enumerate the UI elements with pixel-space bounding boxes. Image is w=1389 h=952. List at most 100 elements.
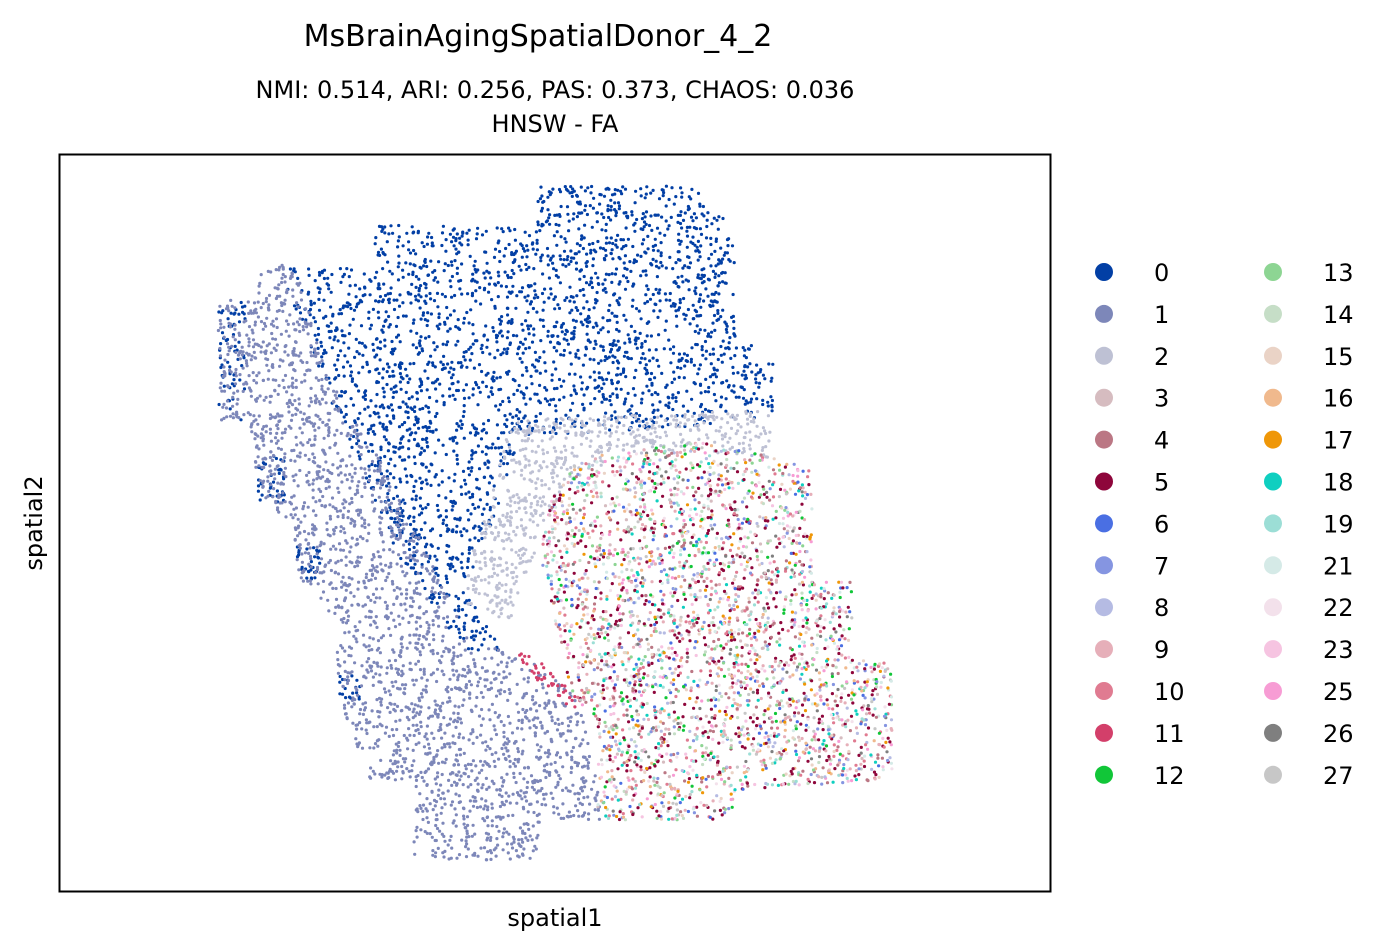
cluster-0-point xyxy=(621,238,626,242)
cluster-1-point xyxy=(230,344,234,348)
cluster-0-point xyxy=(421,311,426,315)
cluster-0-point xyxy=(344,696,348,700)
cluster-0-point xyxy=(464,383,468,387)
cluster-1-point xyxy=(517,855,521,859)
cluster-1-point xyxy=(233,338,237,342)
cluster-1-point xyxy=(462,689,466,694)
cluster-1-point xyxy=(473,796,477,800)
cluster-0-point xyxy=(313,555,317,559)
cluster-0-point xyxy=(563,332,567,336)
cluster-0-point xyxy=(696,191,701,195)
cluster-0-point xyxy=(477,539,481,543)
cluster-1-point xyxy=(532,724,536,728)
cluster-1-point xyxy=(569,765,574,770)
cluster-1-point xyxy=(281,491,285,495)
cluster-0-point xyxy=(385,469,389,473)
cluster-1-point xyxy=(280,303,284,308)
cluster-1-point xyxy=(359,555,363,559)
cluster-0-point xyxy=(576,348,580,352)
cluster-0-point xyxy=(623,350,628,354)
cluster-0-point xyxy=(628,260,632,264)
cluster-1-point xyxy=(270,364,274,368)
cluster-0-point xyxy=(703,390,708,394)
cluster-0-point xyxy=(722,352,726,356)
cluster-0-point xyxy=(477,386,481,390)
cluster-1-point xyxy=(374,672,378,676)
cluster-0-point xyxy=(488,352,492,356)
cluster-1-point xyxy=(352,702,356,706)
cluster-0-point xyxy=(475,615,479,619)
cluster-1-point xyxy=(290,449,294,453)
cluster-0-point xyxy=(618,296,622,300)
cluster-0-point xyxy=(700,268,704,272)
cluster-1-point xyxy=(397,498,401,503)
cluster-1-point xyxy=(308,554,313,558)
cluster-1-point xyxy=(339,558,343,562)
cluster-0-point xyxy=(334,368,339,372)
cluster-1-point xyxy=(473,853,477,857)
cluster-0-point xyxy=(667,224,671,228)
cluster-1-point xyxy=(335,390,339,394)
cluster-1-point xyxy=(434,851,438,855)
cluster-0-point xyxy=(317,549,321,553)
cluster-1-point xyxy=(425,797,429,801)
cluster-1-point xyxy=(518,771,522,776)
cluster-0-point xyxy=(743,402,747,406)
cluster-0-point xyxy=(709,362,713,366)
cluster-0-point xyxy=(644,273,648,277)
cluster-0-point xyxy=(361,353,365,357)
cluster-0-point xyxy=(558,254,562,258)
cluster-1-point xyxy=(341,620,345,624)
cluster-1-point xyxy=(516,750,521,754)
cluster-1-point xyxy=(283,500,287,504)
cluster-0-point xyxy=(577,250,581,254)
cluster-1-point xyxy=(480,666,484,670)
cluster-0-point xyxy=(396,245,400,249)
cluster-0-point xyxy=(574,267,579,271)
cluster-0-point xyxy=(578,277,582,281)
cluster-0-point xyxy=(486,492,490,496)
cluster-1-point xyxy=(277,268,281,272)
cluster-0-point xyxy=(411,270,415,274)
cluster-0-point xyxy=(570,308,574,312)
cluster-0-point xyxy=(713,275,717,279)
cluster-1-point xyxy=(586,741,590,746)
cluster-0-point xyxy=(371,342,375,346)
cluster-1-point xyxy=(291,385,295,389)
cluster-0-point xyxy=(407,447,411,451)
cluster-0-point xyxy=(424,294,428,298)
cluster-1-point xyxy=(412,840,416,844)
cluster-0-point xyxy=(565,338,569,342)
cluster-0-point xyxy=(597,384,601,388)
cluster-0-point xyxy=(374,299,378,303)
cluster-1-point xyxy=(388,548,392,552)
cluster-0-point xyxy=(648,359,652,363)
cluster-1-point xyxy=(293,340,298,344)
cluster-1-point xyxy=(392,707,396,712)
cluster-0-point xyxy=(385,414,389,418)
cluster-1-point xyxy=(478,805,483,809)
cluster-1-point xyxy=(597,817,602,821)
cluster-0-point xyxy=(578,243,582,248)
cluster-0-point xyxy=(435,558,439,562)
cluster-0-point xyxy=(714,237,719,241)
cluster-0-point xyxy=(591,264,595,268)
cluster-0-point xyxy=(261,461,265,465)
cluster-0-point xyxy=(340,692,345,696)
cluster-0-point xyxy=(471,323,475,327)
cluster-1-point xyxy=(374,569,378,573)
cluster-0-point xyxy=(601,247,606,251)
cluster-0-point xyxy=(399,387,403,391)
cluster-1-point xyxy=(303,453,307,457)
cluster-1-point xyxy=(288,398,292,402)
cluster-0-point xyxy=(423,369,427,373)
cluster-1-point xyxy=(271,495,275,499)
cluster-0-point xyxy=(401,377,405,381)
cluster-0-point xyxy=(477,467,482,471)
cluster-1-point xyxy=(400,683,405,687)
cluster-1-point xyxy=(297,323,301,327)
cluster-0-point xyxy=(617,255,621,260)
cluster-0-point xyxy=(372,348,376,352)
cluster-1-point xyxy=(222,325,226,329)
cluster-0-point xyxy=(635,346,639,350)
